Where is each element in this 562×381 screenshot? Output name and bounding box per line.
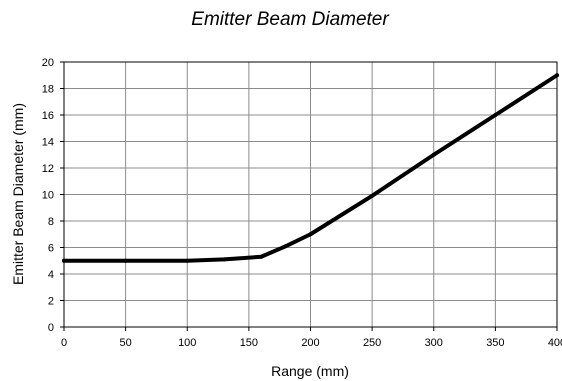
- y-tick-label: 4: [48, 269, 54, 281]
- x-tick-label: 300: [425, 337, 443, 349]
- data-point: [123, 258, 128, 263]
- data-point: [62, 258, 66, 263]
- x-tick-label: 350: [486, 337, 504, 349]
- x-tick-label: 100: [178, 337, 196, 349]
- x-tick-label: 0: [61, 337, 67, 349]
- axes: [60, 61, 558, 331]
- x-tick-label: 50: [120, 337, 132, 349]
- y-axis-label: Emitter Beam Diameter (mm): [10, 103, 26, 285]
- grid: [63, 61, 558, 328]
- x-tick-label: 400: [548, 337, 562, 349]
- x-axis-label: Range (mm): [271, 363, 349, 379]
- series-layer: [62, 73, 559, 263]
- data-point: [493, 113, 498, 117]
- data-point: [222, 257, 227, 262]
- y-tick-label: 10: [42, 190, 54, 202]
- tick-labels: 0 50 100 150 200 250 300 350 400 0 2 4 6 8 10 12 14 16 18 2…: [42, 57, 562, 349]
- x-tick-label: 150: [240, 337, 258, 349]
- y-tick-label: 18: [42, 84, 54, 96]
- y-tick-label: 12: [42, 163, 54, 175]
- data-point: [431, 152, 436, 157]
- y-tick-label: 20: [42, 57, 54, 69]
- y-tick-label: 16: [42, 110, 54, 122]
- y-tick-label: 0: [48, 322, 54, 334]
- y-tick-label: 8: [48, 216, 54, 228]
- data-point: [185, 258, 190, 263]
- chart-title: Emitter Beam Diameter: [191, 9, 389, 30]
- data-point: [555, 73, 559, 78]
- data-point: [283, 244, 288, 249]
- y-tick-label: 14: [42, 137, 54, 149]
- y-tick-label: 2: [48, 296, 54, 308]
- y-tick-label: 6: [48, 243, 54, 255]
- x-tick-label: 200: [301, 337, 319, 349]
- data-point: [259, 254, 264, 259]
- x-tick-label: 250: [363, 337, 381, 349]
- data-point: [370, 193, 375, 198]
- data-point: [308, 232, 313, 237]
